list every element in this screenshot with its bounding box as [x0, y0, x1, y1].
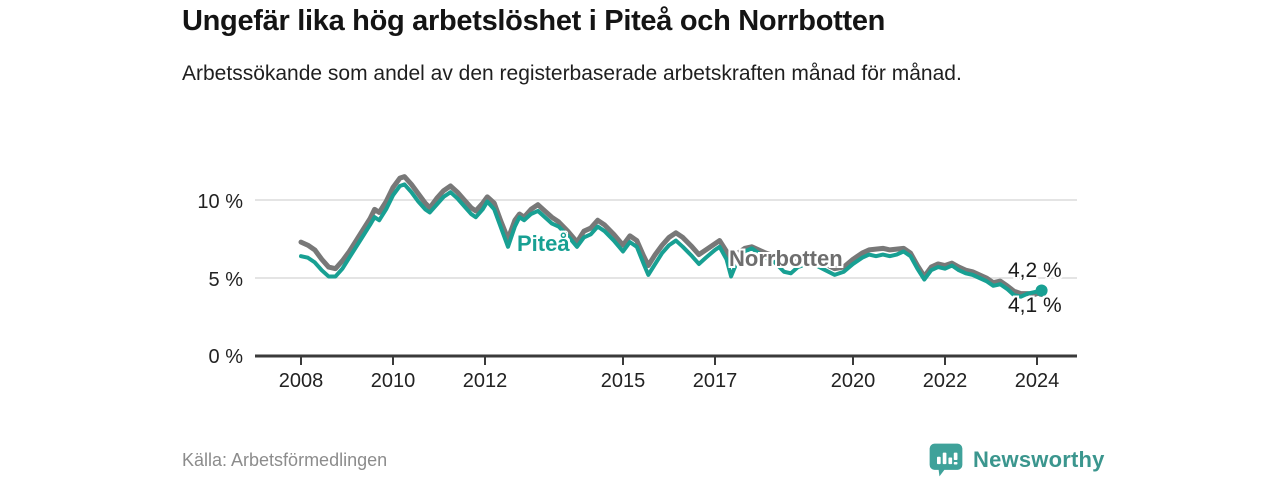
chart-subtitle: Arbetssökande som andel av den registerb… — [182, 62, 962, 85]
x-tick-label-2020: 2020 — [830, 370, 876, 392]
x-tick-label-2012: 2012 — [462, 370, 508, 392]
end-value-norrbotten: 4,1 % — [1008, 294, 1062, 317]
x-tick-label-2022: 2022 — [922, 370, 968, 392]
brand-logo: Newsworthy — [928, 442, 1105, 478]
source-note: Källa: Arbetsförmedlingen — [182, 450, 388, 470]
x-tick-label-2008: 2008 — [278, 370, 324, 392]
bar-chart-speech-bubble-icon — [928, 442, 964, 478]
page-title: Ungefär lika hög arbetslöshet i Piteå oc… — [182, 5, 886, 37]
y-tick-label-0: 0 % — [208, 346, 243, 368]
x-tick-label-2010: 2010 — [370, 370, 416, 392]
brand-name: Newsworthy — [973, 447, 1105, 472]
x-tick-label-2015: 2015 — [600, 370, 646, 392]
line-norrbotten — [298, 174, 1045, 297]
x-tick-label-2017: 2017 — [692, 370, 738, 392]
series-label-norrbotten: Norrbotten — [729, 246, 843, 271]
line-piteå — [299, 182, 1044, 299]
x-tick-label-2024: 2024 — [1014, 370, 1060, 392]
series-label-pitea: Piteå — [517, 231, 570, 256]
end-value-pitea: 4,2 % — [1008, 259, 1062, 282]
y-tick-label-10: 10 % — [197, 191, 243, 213]
y-tick-label-5: 5 % — [208, 269, 243, 291]
